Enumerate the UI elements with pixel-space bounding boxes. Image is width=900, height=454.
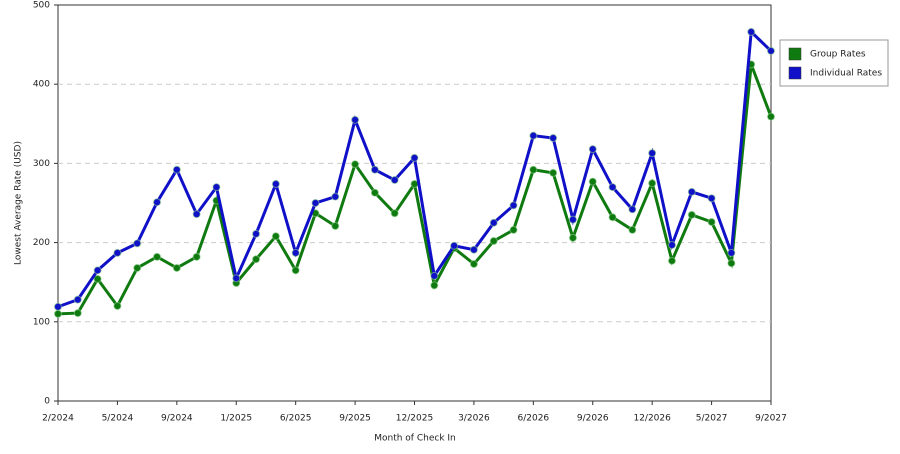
data-point [469,259,478,268]
x-tick-label: 9/2024 [161,414,193,424]
data-point [410,179,419,188]
data-point [331,221,340,230]
data-point [588,177,597,186]
data-point [370,188,379,197]
data-point [390,176,399,185]
data-point [271,179,280,188]
data-point [252,229,261,238]
data-point [192,252,201,261]
x-tick-label: 12/2025 [396,414,433,424]
y-axis-label: Lowest Average Rate (USD) [14,141,24,265]
x-tick-label: 9/2027 [755,414,787,424]
data-point [767,112,775,121]
x-tick-label: 2/2024 [42,414,74,424]
y-tick-label: 0 [44,397,50,407]
data-point [113,248,122,257]
data-point [351,115,360,124]
data-point [608,183,617,192]
data-point [232,274,241,283]
data-point [133,263,142,272]
y-tick-label: 500 [33,1,50,11]
data-point [430,271,439,280]
data-point [54,302,62,311]
data-point [410,153,419,162]
data-point [351,160,360,169]
legend-swatch [788,47,802,61]
data-point [172,263,181,272]
x-axis-label: Month of Check In [374,434,456,444]
data-point [727,248,736,257]
data-point [153,198,162,207]
x-tick-label: 9/2026 [577,414,609,424]
x-tick-label: 5/2027 [696,414,728,424]
data-point [212,183,221,192]
data-point [667,240,676,249]
data-point [687,187,696,196]
data-point [192,210,201,219]
data-point [588,145,597,154]
x-tick-label: 3/2026 [458,414,490,424]
data-point [509,225,518,234]
x-tick-label: 6/2025 [280,414,312,424]
data-point [73,309,82,318]
data-point [667,256,676,265]
data-point [707,218,716,227]
data-point [489,218,498,227]
data-point [331,192,340,201]
data-point [529,131,538,140]
data-point [509,201,518,210]
data-point [113,301,122,310]
data-point [93,266,102,275]
data-point [271,232,280,241]
y-tick-label: 300 [33,159,50,169]
data-point [747,27,756,36]
legend-label: Group Rates [810,50,866,60]
data-point [291,266,300,275]
x-tick-label: 9/2025 [339,414,371,424]
data-point [628,225,637,234]
data-point [707,194,716,203]
data-point [311,199,320,207]
x-tick-label: 5/2024 [102,414,134,424]
data-point [648,149,657,158]
y-tick-label: 400 [33,80,50,90]
x-tick-label: 6/2026 [517,414,549,424]
data-point [648,179,657,188]
x-tick-label: 12/2026 [633,414,671,424]
y-tick-label: 100 [33,317,50,327]
data-point [370,165,379,174]
data-point [133,239,142,248]
data-point [767,46,775,55]
data-point [73,295,82,304]
data-point [54,309,62,318]
data-point [430,281,439,290]
data-point [727,259,736,268]
data-point [687,210,696,219]
data-point [93,275,102,284]
series-line [57,28,773,309]
data-point [291,248,300,257]
data-point [252,255,261,264]
legend-label: Individual Rates [810,69,882,79]
data-point [450,241,459,250]
data-point [549,168,558,177]
legend-swatch [788,66,802,80]
data-point [608,213,617,222]
data-point [628,205,637,214]
data-point [568,215,577,224]
y-tick-label: 200 [33,238,50,248]
data-point [390,209,399,218]
x-tick-label: 1/2025 [220,414,252,424]
data-point [529,165,538,174]
data-point [568,233,577,242]
data-point [489,237,498,246]
data-point [172,165,181,174]
data-point [469,245,478,254]
data-point [153,252,162,261]
data-point [549,134,558,143]
